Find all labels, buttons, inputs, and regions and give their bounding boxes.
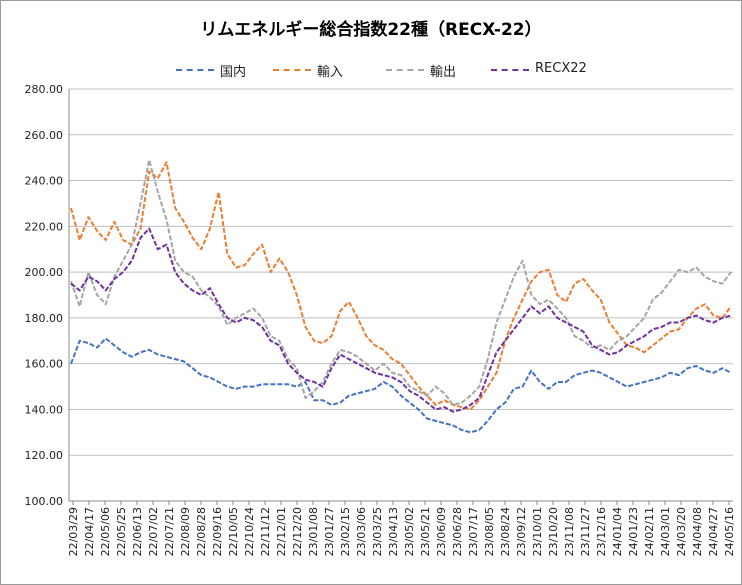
x-tick-label: 22/10/24 [243,507,256,556]
x-tick-label: 22/12/01 [275,507,288,556]
x-tick-label: 22/03/29 [67,507,80,556]
x-tick-label: 23/05/21 [419,507,432,556]
x-tick-label: 23/04/13 [387,507,400,556]
x-tick-label: 22/04/17 [83,507,96,556]
x-tick-label: 23/06/28 [451,507,464,556]
x-tick-label: 23/03/06 [355,507,368,556]
y-tick-label: 220.00 [25,220,64,233]
legend-label-kokunai: 国内 [220,65,247,80]
x-tick-label: 22/07/21 [163,507,176,556]
chart-title: リムエネルギー総合指数22種（RECX-22） [200,20,542,40]
x-tick-label: 23/09/12 [515,507,528,556]
y-tick-label: 140.00 [25,403,64,416]
x-tick-label: 23/11/08 [563,507,576,556]
chart-legend: 国内 輸入 輸出 RECX22 [1,60,741,80]
legend-swatch-yushutsu [386,69,424,71]
x-tick-label: 23/06/09 [435,507,448,556]
series-line-4 [70,227,732,413]
series-line-1 [70,337,732,434]
x-tick-label: 23/10/20 [547,507,560,556]
x-tick-label: 23/03/25 [371,507,384,556]
legend-label-yushutsu: 輸出 [430,65,457,80]
x-tick-label: 22/11/12 [259,507,272,556]
legend-label-recx22: RECX22 [535,61,587,76]
x-tick-label: 23/02/15 [339,507,352,556]
x-tick-label: 24/04/27 [707,507,720,556]
x-tick-label: 24/04/08 [691,507,704,556]
x-tick-label: 22/08/09 [179,507,192,556]
x-tick-label: 22/05/25 [115,507,128,556]
x-tick-label: 24/01/23 [627,507,640,556]
x-tick-label: 22/07/02 [147,507,160,556]
x-tick-label: 23/07/17 [467,507,480,556]
series-line-3 [70,159,732,406]
legend-label-yunyu: 輸入 [317,65,344,80]
legend-swatch-yunyu [273,69,311,71]
y-tick-label: 240.00 [25,175,64,188]
x-tick-label: 22/10/05 [227,507,240,556]
y-tick-label: 180.00 [25,312,64,325]
x-tick-label: 23/11/27 [579,507,592,556]
x-tick-label: 23/01/27 [323,507,336,556]
x-tick-label: 24/03/01 [659,507,672,556]
x-tick-label: 22/12/20 [291,507,304,556]
x-tick-label: 23/01/08 [307,507,320,556]
x-tick-label: 24/03/20 [675,507,688,556]
x-tick-label: 23/12/16 [595,507,608,556]
x-tick-label: 22/06/13 [131,507,144,556]
x-tick-label: 23/08/24 [499,507,512,556]
x-tick-label: 23/10/01 [531,507,544,556]
series-line-2 [70,161,732,411]
y-tick-label: 280.00 [25,83,64,96]
x-tick-label: 24/05/16 [723,507,736,556]
x-tick-label: 23/05/02 [403,507,416,556]
x-tick-label: 24/01/04 [611,507,624,556]
legend-swatch-kokunai [176,69,214,71]
legend-swatch-recx22 [491,69,529,71]
x-tick-label: 22/05/06 [99,507,112,556]
x-tick-label: 24/02/11 [643,507,656,556]
y-tick-label: 200.00 [25,266,64,279]
y-tick-label: 100.00 [25,495,64,508]
x-tick-label: 22/09/16 [211,507,224,556]
y-tick-label: 160.00 [25,358,64,371]
x-tick-label: 23/08/05 [483,507,496,556]
y-tick-label: 260.00 [25,129,64,142]
x-tick-label: 22/08/28 [195,507,208,556]
y-tick-label: 120.00 [25,449,64,462]
